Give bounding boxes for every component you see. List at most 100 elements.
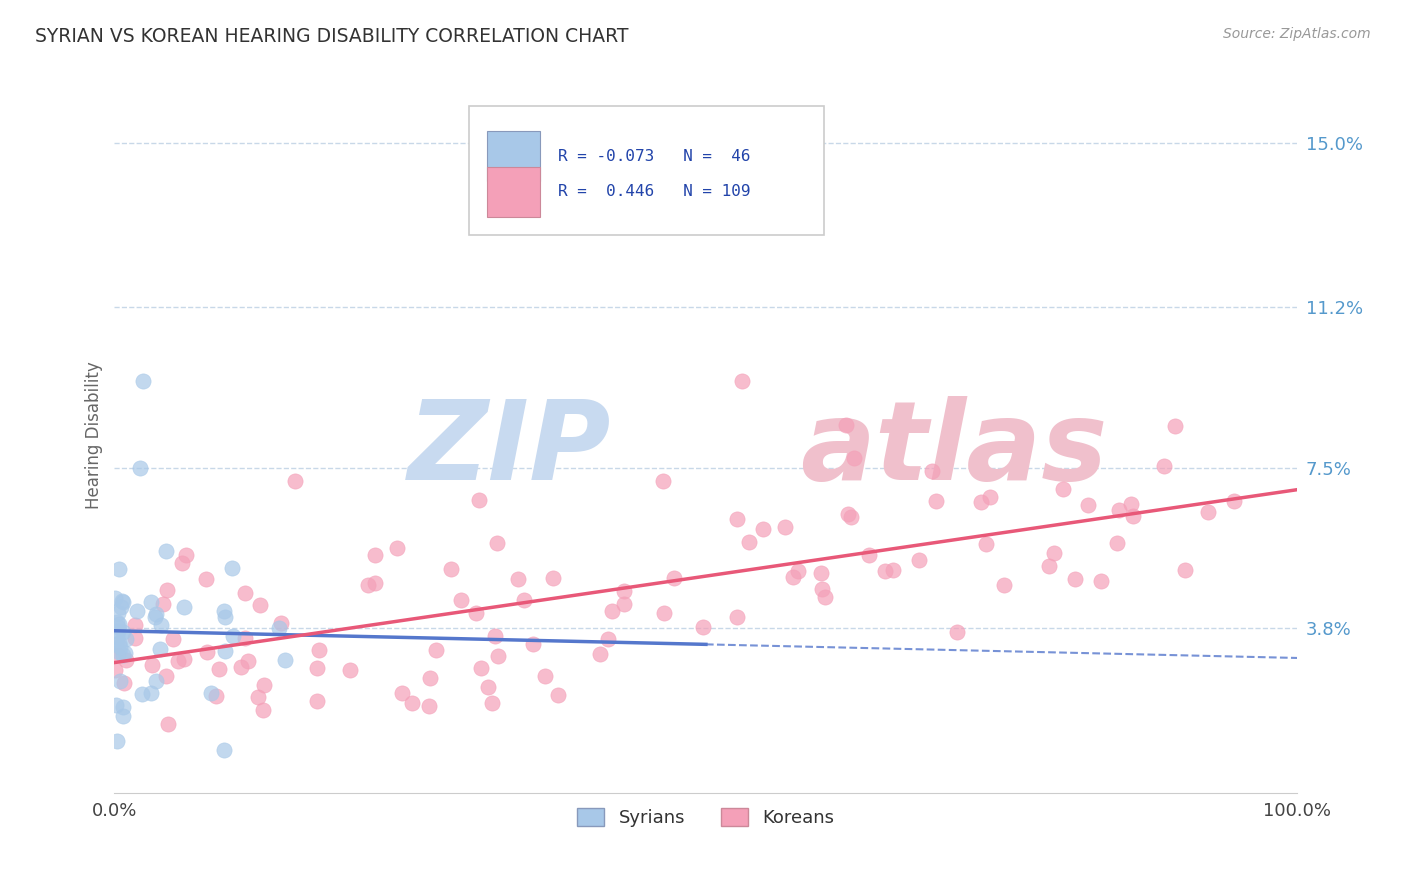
Point [141, 658, 163, 673]
Point [252, 702, 274, 716]
Point [145, 607, 167, 621]
Point [105, 630, 128, 644]
Point [1197, 505, 1219, 519]
Point [486, 649, 509, 664]
Point [221, 560, 243, 574]
Legend: Syrians, Koreans: Syrians, Koreans [569, 801, 842, 834]
Text: SYRIAN VS KOREAN HEARING DISABILITY CORRELATION CHART: SYRIAN VS KOREAN HEARING DISABILITY CORR… [35, 27, 628, 45]
Point [1038, 559, 1060, 574]
Point [253, 678, 276, 692]
Y-axis label: Hearing Disability: Hearing Disability [86, 361, 103, 509]
Point [737, 535, 759, 549]
Point [858, 548, 880, 562]
Point [1119, 497, 1142, 511]
Point [357, 578, 380, 592]
Point [115, 653, 138, 667]
Point [208, 662, 231, 676]
Point [925, 494, 948, 508]
Point [875, 564, 897, 578]
Point [112, 708, 135, 723]
Point [108, 640, 131, 654]
Point [104, 637, 127, 651]
Point [543, 571, 565, 585]
Point [235, 586, 257, 600]
Point [839, 509, 862, 524]
Point [613, 584, 636, 599]
Point [425, 643, 447, 657]
Point [270, 616, 292, 631]
Point [172, 556, 194, 570]
Point [613, 597, 636, 611]
Point [692, 620, 714, 634]
Point [112, 700, 135, 714]
Point [1105, 536, 1128, 550]
Point [124, 632, 146, 646]
Point [782, 570, 804, 584]
Point [132, 374, 155, 388]
Point [1043, 546, 1066, 560]
Point [111, 595, 134, 609]
Point [129, 461, 152, 475]
Point [115, 632, 138, 646]
Point [157, 716, 180, 731]
Point [167, 654, 190, 668]
Point [946, 625, 969, 640]
Point [339, 663, 361, 677]
FancyBboxPatch shape [486, 131, 540, 181]
Point [908, 553, 931, 567]
Point [104, 663, 127, 677]
Point [233, 632, 256, 646]
Point [145, 673, 167, 688]
Point [212, 604, 235, 618]
Point [773, 519, 796, 533]
Text: R = -0.073   N =  46: R = -0.073 N = 46 [558, 149, 751, 164]
Point [508, 572, 530, 586]
Point [401, 697, 423, 711]
Point [141, 595, 163, 609]
Point [111, 625, 134, 640]
Point [1090, 574, 1112, 589]
Point [246, 690, 269, 704]
Point [974, 537, 997, 551]
Point [174, 548, 197, 562]
Point [1077, 498, 1099, 512]
Point [751, 522, 773, 536]
Point [205, 689, 228, 703]
Point [305, 660, 328, 674]
Point [107, 624, 129, 638]
Point [1122, 509, 1144, 524]
Point [418, 699, 440, 714]
Point [481, 696, 503, 710]
Point [364, 576, 387, 591]
Point [149, 617, 172, 632]
Point [114, 646, 136, 660]
Point [131, 687, 153, 701]
Point [108, 617, 131, 632]
Point [589, 647, 612, 661]
Point [391, 686, 413, 700]
Point [222, 629, 245, 643]
Point [522, 637, 544, 651]
Point [596, 632, 619, 646]
Point [141, 686, 163, 700]
Point [725, 511, 748, 525]
Point [811, 582, 834, 596]
Point [534, 669, 557, 683]
Point [149, 642, 172, 657]
Point [107, 620, 129, 634]
Point [156, 582, 179, 597]
Point [269, 621, 291, 635]
Point [108, 673, 131, 688]
Point [307, 694, 329, 708]
Point [108, 645, 131, 659]
Point [1052, 482, 1074, 496]
Point [155, 669, 177, 683]
Point [124, 618, 146, 632]
Point [110, 600, 132, 615]
Point [214, 644, 236, 658]
Point [308, 643, 330, 657]
Point [212, 743, 235, 757]
Point [835, 417, 858, 432]
Text: atlas: atlas [800, 396, 1108, 503]
Point [108, 636, 131, 650]
